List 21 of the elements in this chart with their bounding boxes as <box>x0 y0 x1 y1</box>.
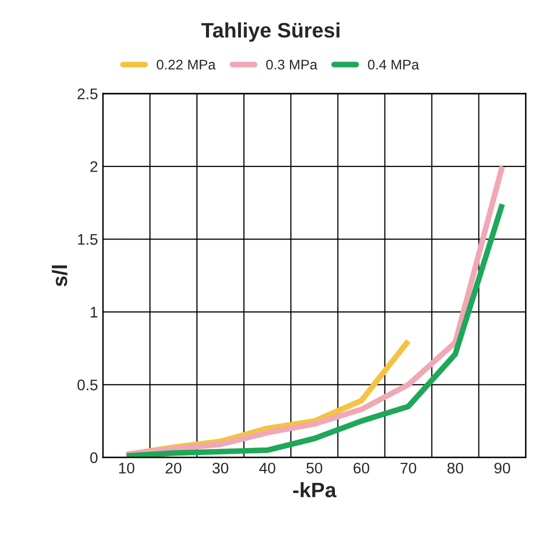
y-tick-label: 2.5 <box>78 88 98 100</box>
y-tick-label: 2 <box>90 161 98 172</box>
x-tick-label: 50 <box>306 462 322 474</box>
x-tick-label: 80 <box>447 462 464 474</box>
legend-label: 0.22 MPa <box>156 60 216 70</box>
y-tick-label: 1 <box>90 306 98 318</box>
x-tick-label: 20 <box>166 462 182 474</box>
x-tick-label: 10 <box>119 462 134 474</box>
x-tick-label: 70 <box>400 462 416 474</box>
x-tick-label: 40 <box>259 462 276 474</box>
y-tick-label: 0 <box>90 452 98 464</box>
y-tick-label: 1.5 <box>78 234 98 245</box>
x-tick-label: 60 <box>354 462 370 474</box>
legend-label: 0.3 MPa <box>266 60 318 70</box>
y-axis-title: s/l <box>52 265 68 286</box>
x-tick-label: 30 <box>212 462 228 474</box>
x-axis-title: -kPa <box>293 482 336 498</box>
legend-label: 0.4 MPa <box>368 60 420 70</box>
x-tick-label: 90 <box>494 462 510 474</box>
chart-title: Tahliye Süresi <box>201 22 340 42</box>
y-tick-label: 0.5 <box>77 380 98 390</box>
